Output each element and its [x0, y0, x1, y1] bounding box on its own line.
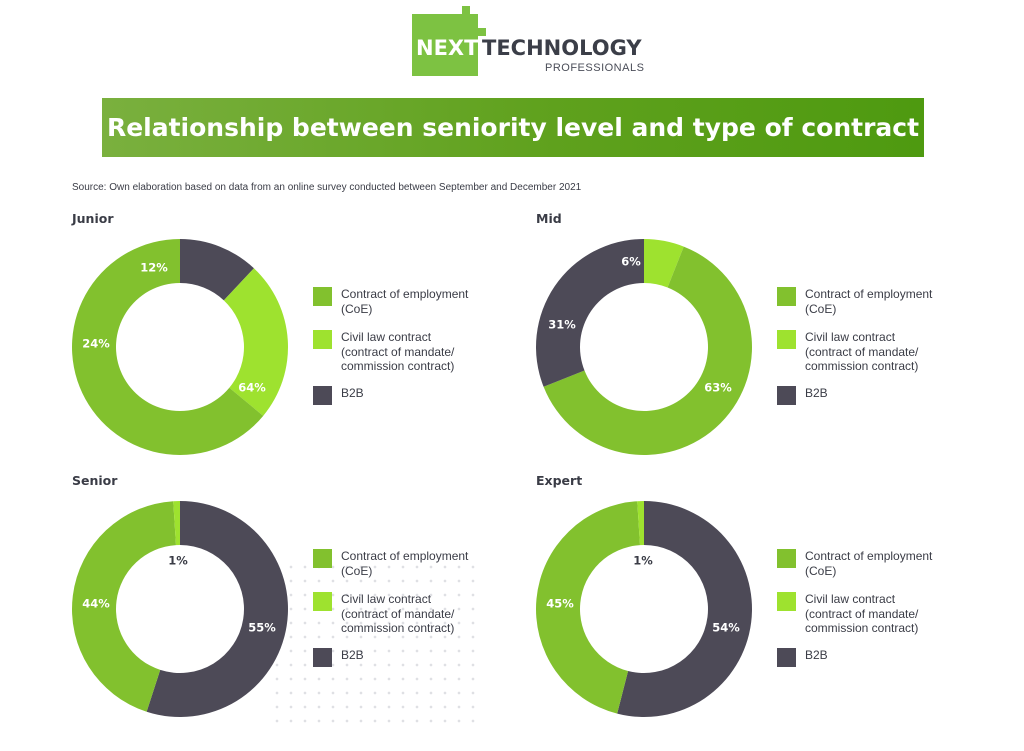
legend-swatch — [777, 386, 796, 405]
junior-label-b2b: 12% — [140, 261, 168, 275]
logo: NEXT TECHNOLOGY PROFESSIONALS — [412, 6, 645, 78]
legend-item: B2B — [313, 648, 501, 667]
legend-label: B2B — [805, 648, 828, 662]
legend-item: Civil law contract (contract of mandate/… — [777, 330, 965, 374]
expert-label-b2b: 54% — [712, 621, 740, 635]
legend-swatch — [313, 549, 332, 568]
mid-label-coe: 63% — [704, 381, 732, 395]
mid-label-b2b: 31% — [548, 318, 576, 332]
legend-item: Contract of employment (CoE) — [313, 287, 501, 316]
legend-item: Contract of employment (CoE) — [777, 549, 965, 578]
expert-label-coe: 45% — [546, 597, 574, 611]
expert-label-civil-law: 1% — [633, 554, 653, 568]
expert-slice-civil-law — [637, 501, 644, 546]
legend-label: B2B — [341, 648, 364, 662]
page-title: Relationship between seniority level and… — [106, 113, 920, 142]
expert-chart-title: Expert — [536, 473, 583, 488]
mid-slice-coe — [543, 246, 752, 456]
logo-square — [478, 28, 486, 36]
legend-item: Civil law contract (contract of mandate/… — [313, 330, 501, 374]
expert-slice-b2b — [617, 501, 752, 717]
senior-slice-civil-law — [173, 501, 180, 546]
legend-label: Civil law contract (contract of mandate/… — [341, 592, 455, 635]
legend-item: Civil law contract (contract of mandate/… — [777, 592, 965, 636]
senior-slice-b2b — [146, 501, 288, 718]
mid-slice-b2b — [536, 239, 644, 387]
legend-label: B2B — [805, 386, 828, 400]
logo-professionals: PROFESSIONALS — [545, 62, 645, 74]
legend-label: Contract of employment (CoE) — [341, 287, 469, 316]
senior-chart-title: Senior — [72, 473, 118, 488]
legend-label: Civil law contract (contract of mandate/… — [805, 592, 919, 635]
senior-label-coe: 44% — [82, 597, 110, 611]
expert-slice-coe — [535, 501, 640, 714]
dot-pattern-decoration — [270, 560, 480, 730]
senior-slice-coe — [71, 501, 176, 712]
legend-label: Civil law contract (contract of mandate/… — [805, 330, 919, 373]
legend-label: Contract of employment (CoE) — [805, 287, 933, 316]
legend-label: Contract of employment (CoE) — [805, 549, 933, 578]
title-banner: Relationship between seniority level and… — [102, 98, 924, 157]
legend-item: B2B — [777, 648, 965, 667]
legend-label: B2B — [341, 386, 364, 400]
legend-label: Contract of employment (CoE) — [341, 549, 469, 578]
junior-slice-b2b — [180, 239, 254, 301]
junior-label-civil-law: 24% — [82, 337, 110, 351]
junior-chart-title: Junior — [72, 211, 114, 226]
legend-swatch — [313, 648, 332, 667]
logo-square — [462, 6, 470, 14]
legend-label: Civil law contract (contract of mandate/… — [341, 330, 455, 373]
logo-next: NEXT — [416, 36, 479, 60]
senior-label-civil-law: 1% — [168, 554, 188, 568]
junior-label-coe: 64% — [238, 381, 266, 395]
legend-item: Contract of employment (CoE) — [777, 287, 965, 316]
mid-slice-civil-law — [644, 239, 684, 288]
logo-technology: TECHNOLOGY — [482, 36, 642, 60]
legend-swatch — [777, 330, 796, 349]
legend-swatch — [777, 592, 796, 611]
mid-label-civil-law: 6% — [621, 255, 641, 269]
legend-swatch — [313, 287, 332, 306]
legend-item: Civil law contract (contract of mandate/… — [313, 592, 501, 636]
logo-box — [412, 14, 478, 76]
junior-slice-coe — [72, 239, 264, 455]
legend-item: B2B — [313, 386, 501, 405]
legend-swatch — [777, 287, 796, 306]
legend-swatch — [777, 549, 796, 568]
legend-swatch — [313, 592, 332, 611]
legend-item: B2B — [777, 386, 965, 405]
legend-swatch — [777, 648, 796, 667]
legend-swatch — [313, 330, 332, 349]
source-note: Source: Own elaboration based on data fr… — [72, 182, 582, 193]
legend-item: Contract of employment (CoE) — [313, 549, 501, 578]
legend-swatch — [313, 386, 332, 405]
junior-slice-civil-law — [223, 268, 288, 416]
mid-chart-title: Mid — [536, 211, 562, 226]
